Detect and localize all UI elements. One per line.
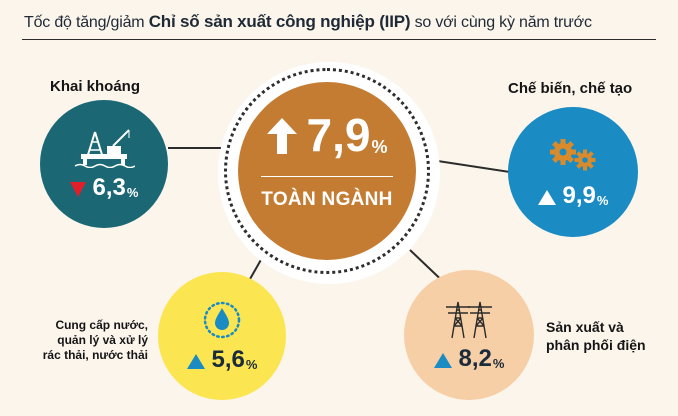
chart-title: Tốc độ tăng/giảm Chỉ số sản xuất công ng…	[24, 12, 592, 32]
up-triangle-icon	[433, 353, 452, 368]
sector-name-water-line-1: Cung cấp nước,	[55, 318, 148, 332]
up-triangle-icon	[537, 190, 556, 205]
down-triangle-icon	[69, 182, 86, 197]
gears-icon	[545, 136, 601, 176]
sector-name-electricity: Sản xuất và phân phối điện	[546, 318, 646, 354]
sector-name-mining: Khai khoáng	[50, 78, 141, 95]
sector-circle-mining: 6,3 %	[40, 100, 168, 228]
title-lead: Tốc độ tăng/giảm	[24, 14, 145, 31]
center-divider	[261, 176, 393, 177]
power-tower-icon	[438, 299, 500, 339]
water-drop-icon	[202, 300, 242, 340]
total-industry-circle: 7,9 % TOÀN NGÀNH	[238, 82, 416, 260]
total-unit: %	[371, 137, 388, 157]
sector-value-electricity: 8,2	[458, 345, 492, 372]
sector-unit-electricity: %	[492, 356, 505, 371]
sector-name-electricity-line-1: Sản xuất và	[546, 319, 624, 335]
title-rule	[22, 39, 656, 40]
up-arrow-icon	[266, 118, 297, 154]
sector-unit-mining: %	[126, 185, 139, 200]
sector-name-electricity-line-2: phân phối điện	[546, 337, 646, 353]
sector-name-water-line-3: rác thải, nước thải	[42, 348, 148, 362]
sector-unit-manufacturing: %	[596, 193, 609, 208]
sector-value-mining: 6,3	[92, 174, 126, 201]
total-label: TOÀN NGÀNH	[261, 189, 393, 210]
sector-name-water-line-2: quản lý và xử lý	[57, 333, 148, 347]
sector-circle-water: 5,6 %	[158, 272, 286, 400]
title-tail: so với cùng kỳ năm trước	[414, 14, 592, 31]
sector-circle-manufacturing: 9,9 %	[508, 107, 638, 237]
sector-value-water: 5,6	[211, 346, 245, 373]
sector-circle-electricity: 8,2 %	[404, 270, 534, 400]
sector-value-manufacturing: 9,9	[562, 182, 596, 209]
up-triangle-icon	[186, 354, 205, 369]
title-strong: Chỉ số sản xuất công nghiệp (IIP)	[148, 12, 411, 31]
sector-unit-water: %	[245, 357, 258, 372]
total-value: 7,9	[306, 109, 371, 161]
sector-name-manufacturing: Chế biến, chế tạo	[508, 80, 633, 97]
sector-name-water: Cung cấp nước, quản lý và xử lý rác thải…	[30, 318, 148, 363]
oil-rig-icon	[73, 128, 135, 168]
center-dotted-border	[224, 68, 430, 274]
